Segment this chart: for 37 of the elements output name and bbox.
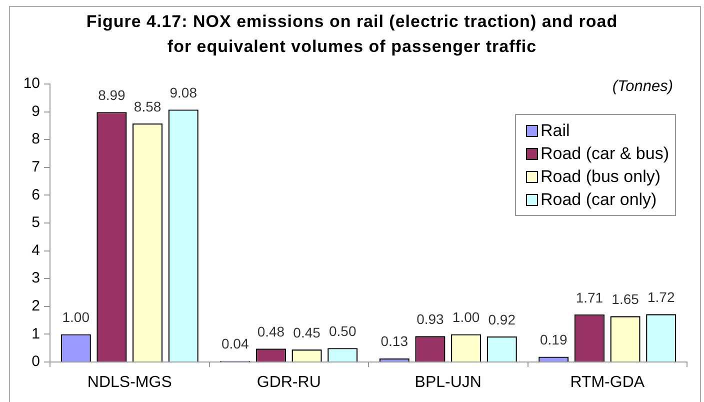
- y-tick-label: 4: [32, 242, 40, 259]
- x-tick-label: RTM-GDA: [570, 374, 645, 392]
- data-label: 0.48: [257, 324, 285, 340]
- legend-label: Road (car only): [540, 190, 657, 210]
- annotation: (Tonnes): [612, 78, 673, 96]
- y-tick-label: 1: [32, 325, 40, 342]
- data-label: 0.04: [222, 336, 249, 352]
- data-label: 0.93: [416, 311, 444, 328]
- x-tick-label: GDR-RU: [256, 374, 321, 392]
- y-tick-label: 3: [32, 270, 40, 287]
- data-label: 0.13: [380, 333, 408, 350]
- legend-label: Road (bus only): [540, 166, 661, 186]
- y-tick-label: 5: [32, 214, 40, 232]
- y-tick-label: 10: [23, 75, 40, 92]
- data-label: 0.19: [540, 332, 568, 348]
- data-label: 8.58: [134, 98, 162, 114]
- data-label: 1.65: [612, 290, 640, 307]
- x-tick-label: BPL-UJN: [414, 374, 482, 392]
- y-tick-label: 8: [32, 130, 40, 148]
- data-label: 0.45: [293, 324, 321, 340]
- legend-label: Rail: [540, 120, 570, 140]
- y-tick-label: 7: [32, 158, 40, 176]
- data-label: 1.00: [62, 309, 90, 326]
- data-label: 1.71: [576, 289, 604, 306]
- data-label: 8.99: [98, 86, 126, 103]
- data-label: 1.00: [452, 309, 480, 326]
- legend-label: Road (car & bus): [540, 144, 669, 164]
- chart-title: Figure 4.17: NOX emissions on rail (electric traction) and road for equivalent volumes of passenger traffic: [85, 11, 619, 58]
- x-tick-label: NDLS-MGS: [87, 374, 172, 392]
- y-tick-label: 0: [32, 353, 40, 370]
- y-tick-label: 6: [32, 186, 40, 204]
- data-label: 9.08: [170, 84, 198, 100]
- y-tick-label: 9: [32, 102, 40, 120]
- data-label: 0.50: [328, 322, 356, 339]
- data-label: 0.92: [488, 311, 516, 328]
- y-tick-label: 2: [32, 298, 40, 315]
- data-label: 1.72: [647, 289, 675, 306]
